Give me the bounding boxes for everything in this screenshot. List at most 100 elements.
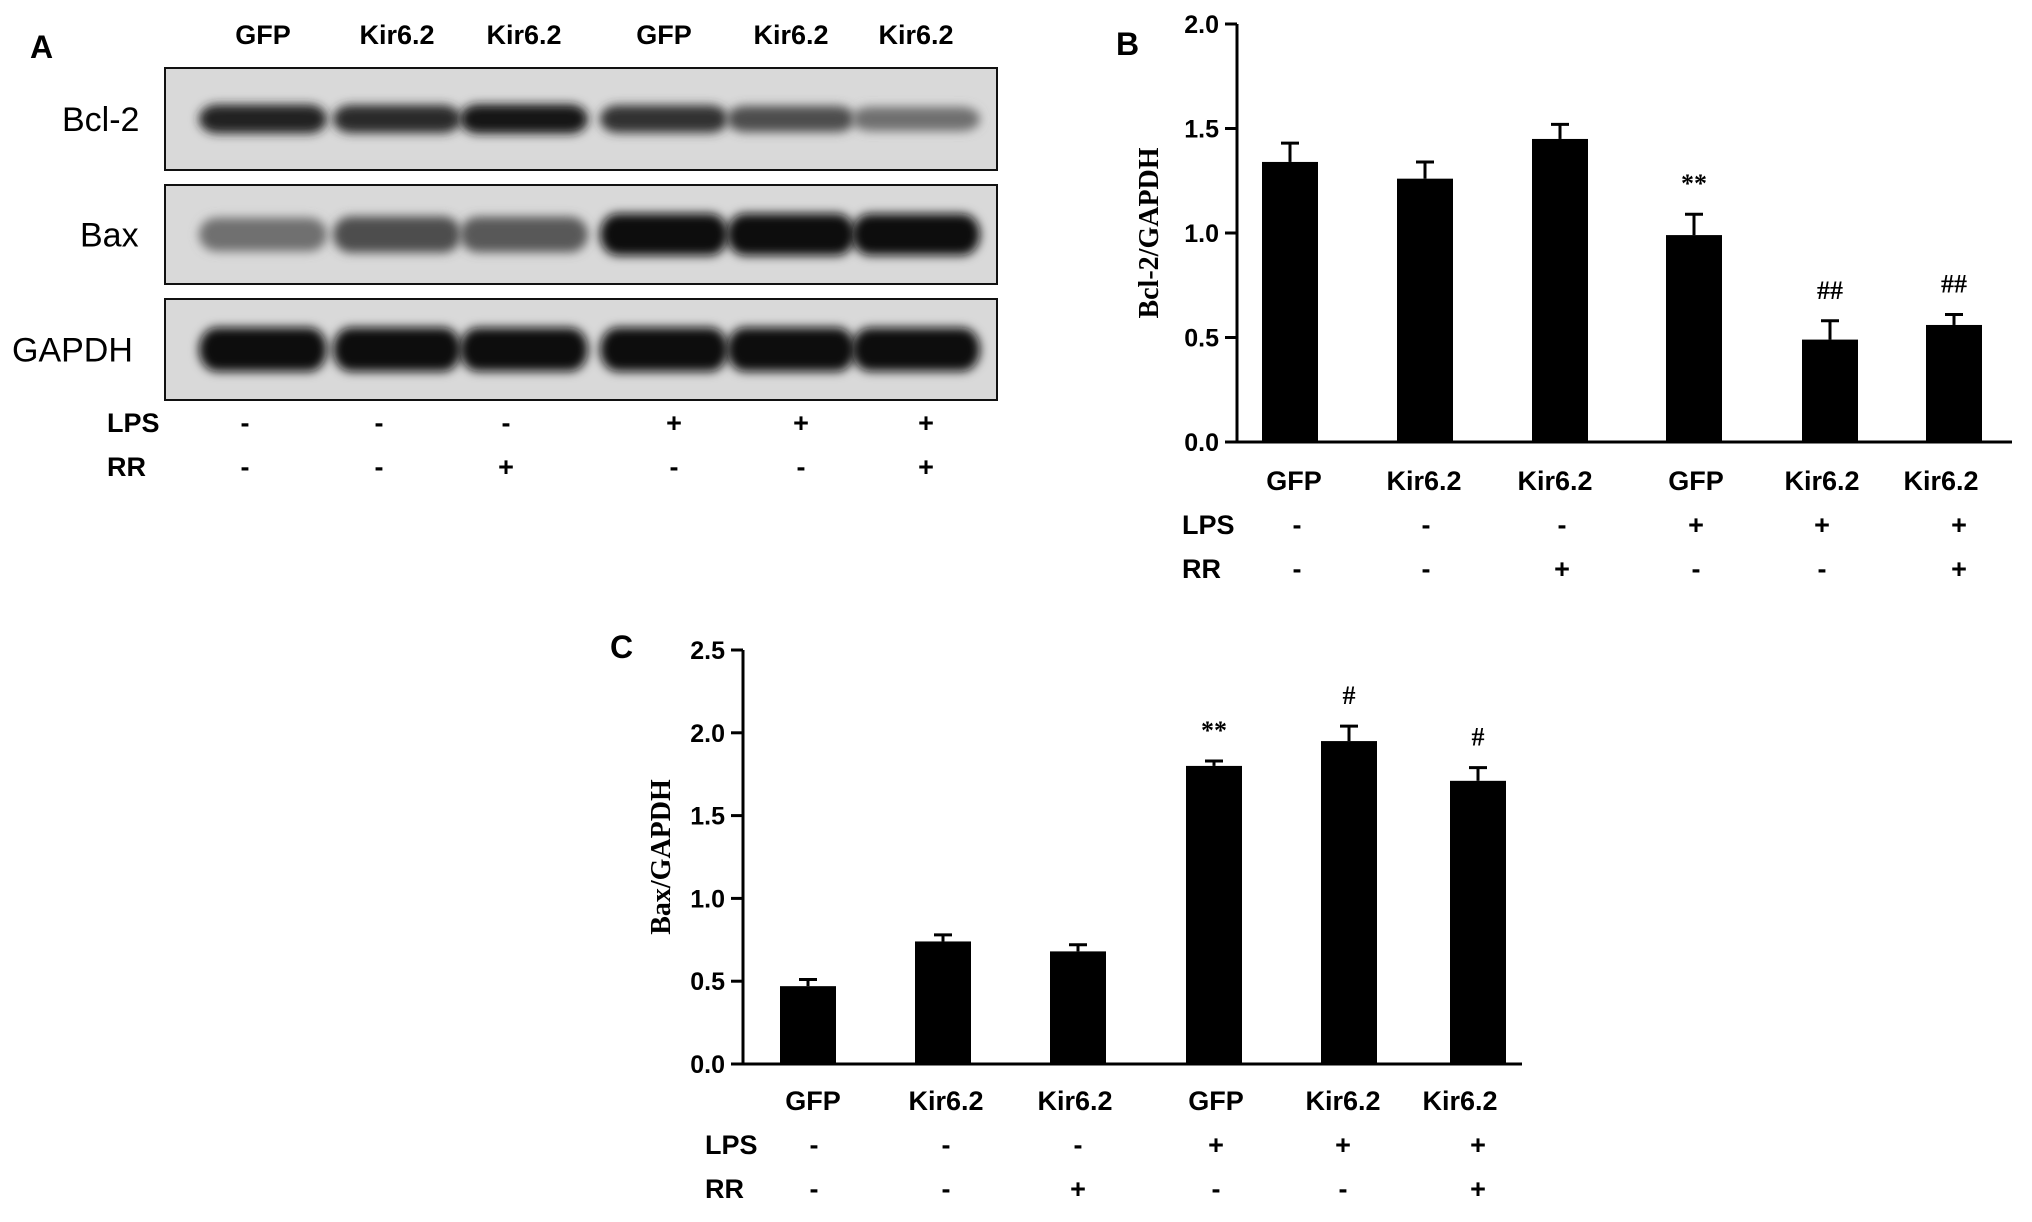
blot-label: Bax: [80, 217, 139, 255]
category-label: Kir6.2: [908, 1086, 983, 1116]
blot-strips: Bcl-2 Bax GAPDH: [12, 67, 998, 401]
treatment-sign: -: [810, 1130, 819, 1160]
panel-a-western-blot: A GFP Kir6.2 Kir6.2 GFP Kir6.2 Kir6.2 Bcl-2 Ba…: [12, 20, 998, 482]
significance-mark: #: [1343, 681, 1356, 710]
blot-band: [199, 104, 327, 134]
treatment-sign: -: [1558, 510, 1567, 540]
treatment-sign: +: [793, 408, 809, 438]
lane-label: Kir6.2: [359, 20, 434, 50]
treatment-sign: -: [1692, 554, 1701, 584]
blot-band: [852, 107, 980, 131]
y-tick-label: 0.5: [690, 968, 725, 996]
treatment-sign: +: [498, 452, 514, 482]
panel-b-letter: B: [1116, 26, 1139, 62]
treatment-sign: -: [810, 1174, 819, 1204]
panel-b-chart: B 0.0 0.5 1.0 1.5 2.0 Bcl-2/GAPDH GFP Kir6.2 Kir…: [1116, 11, 2012, 584]
y-tick-label: 1.0: [690, 885, 725, 913]
treatment-sign: -: [502, 408, 511, 438]
bar: [1262, 161, 1318, 442]
treatment-label: RR: [107, 452, 146, 482]
treatment-sign: +: [666, 408, 682, 438]
y-tick-label: 2.0: [1184, 11, 1219, 39]
treatment-label: LPS: [107, 408, 160, 438]
panel-c-letter: C: [610, 629, 633, 665]
bar: [1926, 324, 1982, 442]
treatment-sign: +: [918, 452, 934, 482]
bar: [1450, 780, 1506, 1064]
blot-band: [460, 216, 588, 253]
lane-label: Kir6.2: [486, 20, 561, 50]
treatment-sign: +: [1951, 554, 1967, 584]
bar: [1532, 138, 1588, 442]
treatment-sign: -: [1293, 510, 1302, 540]
panel-c-chart: C 0.0 0.5 1.0 1.5 2.0 2.5 Bax/GAPDH GFP Kir6.2 Ki…: [610, 629, 1522, 1204]
treatment-sign: +: [918, 408, 934, 438]
treatment-sign: -: [1422, 510, 1431, 540]
y-axis-label: Bax/GAPDH: [646, 779, 677, 935]
category-label: Kir6.2: [1037, 1086, 1112, 1116]
treatment-sign: -: [241, 408, 250, 438]
treatment-sign: +: [1335, 1130, 1351, 1160]
treatment-sign: +: [1814, 510, 1830, 540]
blot-label: GAPDH: [12, 332, 133, 370]
blot-band: [333, 216, 461, 253]
bcl2-bar-chart: 0.0 0.5 1.0 1.5 2.0 Bcl-2/GAPDH GFP Kir6.2 Kir6.…: [1134, 11, 2012, 584]
blot-band: [600, 213, 728, 256]
blot-band: [727, 327, 855, 372]
category-label: GFP: [1668, 466, 1724, 496]
lane-labels: GFP Kir6.2 Kir6.2 GFP Kir6.2 Kir6.2: [235, 20, 953, 50]
treatment-sign: +: [1470, 1174, 1486, 1204]
treatment-sign: +: [1070, 1174, 1086, 1204]
blot-bax: Bax: [80, 184, 998, 285]
blot-band: [460, 327, 588, 372]
bar: [1397, 178, 1453, 442]
treatment-sign: -: [942, 1174, 951, 1204]
y-tick-label: 2.0: [690, 720, 725, 748]
category-label: GFP: [1188, 1086, 1244, 1116]
y-tick-label: 0.0: [1184, 429, 1219, 457]
blot-band: [852, 213, 980, 256]
category-label: Kir6.2: [1422, 1086, 1497, 1116]
treatment-sign: -: [942, 1130, 951, 1160]
treatment-label: LPS: [1182, 510, 1235, 540]
lane-label: GFP: [636, 20, 692, 50]
y-tick-label: 1.5: [1184, 116, 1219, 144]
treatment-sign: -: [1339, 1174, 1348, 1204]
y-tick-label: 0.5: [1184, 325, 1219, 353]
y-tick-label: 1.5: [690, 803, 725, 831]
significance-mark: **: [1681, 169, 1707, 198]
blot-label: Bcl-2: [62, 101, 139, 139]
treatment-sign: -: [797, 452, 806, 482]
blot-band: [727, 106, 855, 132]
treatment-sign: -: [1212, 1174, 1221, 1204]
treatment-sign: +: [1208, 1130, 1224, 1160]
treatment-label: LPS: [705, 1130, 758, 1160]
treatment-sign: +: [1554, 554, 1570, 584]
bar: [1321, 741, 1377, 1064]
treatment-label: RR: [1182, 554, 1221, 584]
bar: [1186, 765, 1242, 1064]
blot-band: [333, 105, 461, 133]
blot-band: [460, 104, 588, 134]
blot-band: [600, 105, 728, 133]
blot-band: [333, 327, 461, 372]
category-label: GFP: [1266, 466, 1322, 496]
category-label: Kir6.2: [1305, 1086, 1380, 1116]
treatment-sign: -: [670, 452, 679, 482]
blot-gapdh: GAPDH: [12, 298, 998, 401]
y-tick-label: 0.0: [690, 1051, 725, 1079]
significance-mark: ##: [1817, 276, 1843, 305]
bar: [1050, 951, 1106, 1064]
category-label: Kir6.2: [1903, 466, 1978, 496]
blot-band: [199, 327, 327, 372]
blot-band: [852, 327, 980, 372]
y-tick-label: 2.5: [690, 637, 725, 665]
treatment-label: RR: [705, 1174, 744, 1204]
treatment-sign: -: [1293, 554, 1302, 584]
blot-band: [199, 217, 327, 252]
treatment-sign: -: [1422, 554, 1431, 584]
bar: [1666, 235, 1722, 442]
lane-label: Kir6.2: [878, 20, 953, 50]
treatment-sign: +: [1470, 1130, 1486, 1160]
